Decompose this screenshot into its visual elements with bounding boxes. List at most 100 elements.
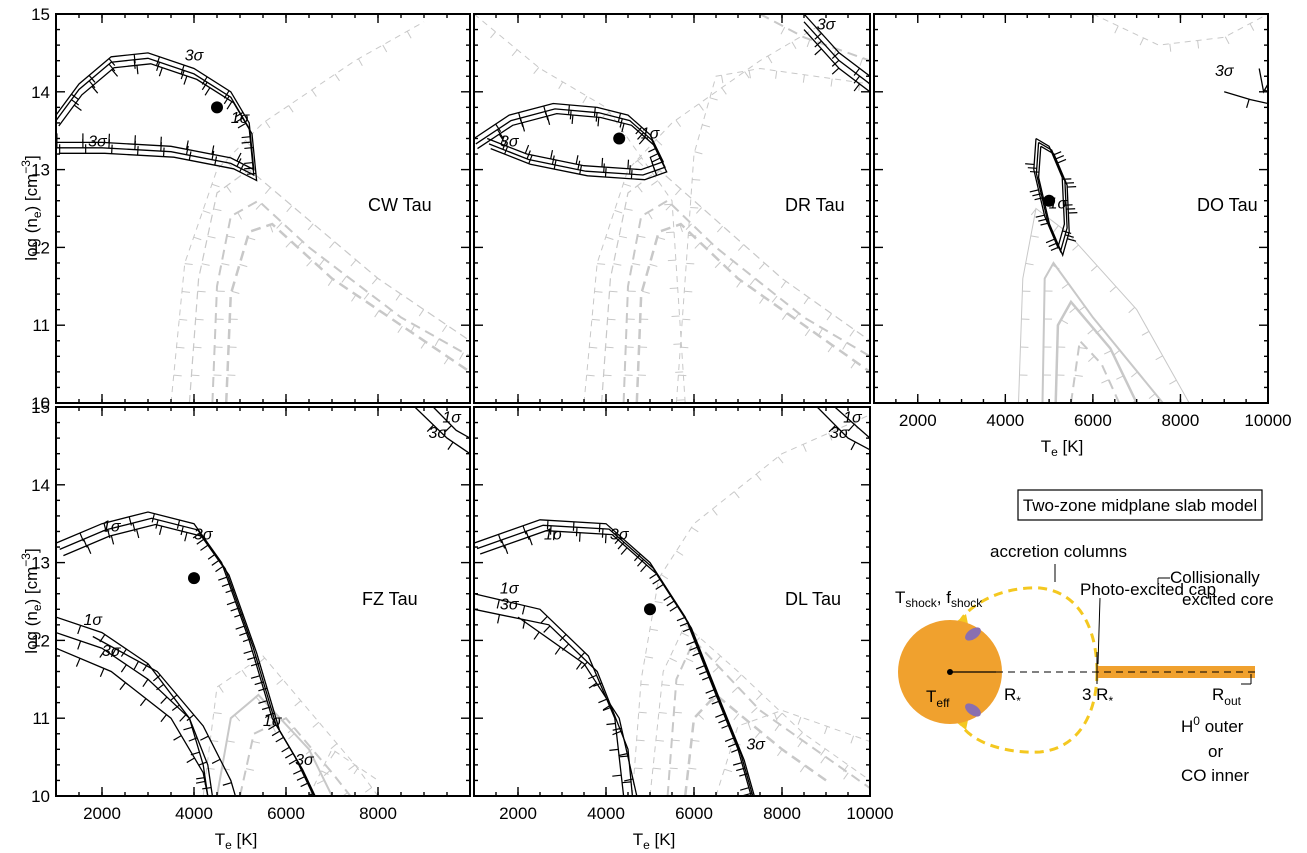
contour-hatch [241,141,251,144]
contour-hatch [1148,393,1156,400]
contour-hatch [239,163,245,173]
x-tick-label: 8000 [1162,411,1200,430]
contour-hatch [603,374,612,377]
contour-hatch [269,224,274,233]
contour-hatch [1130,371,1138,378]
contour-hatch [1109,286,1117,293]
contour-hatch [137,146,139,156]
contour-hatch [632,262,641,266]
contour-hatch [528,536,533,546]
contour-hatch [1052,264,1060,270]
contour-hatch [374,310,380,318]
contour-hatch [733,491,740,499]
contour-hatch [686,640,696,646]
grey-contour [216,693,333,796]
contour-hatch [111,144,113,154]
contour-hatch [119,682,126,691]
contour-hatch [162,147,165,157]
contour-hatch [77,625,82,635]
contour-hatch [843,772,849,780]
contour-hatch [676,399,686,401]
contour-hatch [176,346,185,349]
contour-hatch [77,640,82,650]
contour-hatch [1197,40,1200,49]
contour-hatch [218,576,227,581]
contour-hatch [234,613,244,618]
contour-hatch [1169,43,1172,52]
contour-hatch [598,698,607,704]
contour-hatch [618,753,628,757]
contour-hatch [198,761,207,766]
contour-hatch [651,157,661,163]
contour-hatch [695,665,705,670]
contour-hatch [749,278,756,286]
contour-hatch [498,133,505,143]
contour-hatch [281,746,290,753]
contour-hatch [99,649,106,658]
contour-hatch [91,85,99,94]
best-fit-point [1043,194,1056,207]
contour-hatch [637,132,644,140]
contour-hatch [638,136,646,145]
contour-hatch [237,122,247,129]
contour-hatch [1057,158,1067,164]
contour-hatch [831,67,840,75]
contour-hatch [669,657,677,662]
contour-hatch [1050,246,1060,252]
contour-hatch [702,676,711,681]
grey-contour [675,67,870,403]
contour-hatch [294,700,302,707]
contour-hatch [169,694,178,702]
grey-contour [1018,207,1190,403]
contour-hatch [200,544,209,551]
contour-hatch [684,290,693,293]
contour-hatch [577,160,581,170]
collisionally-label-2: excited core [1182,590,1274,609]
contour-hatch [814,32,822,40]
contour-hatch [296,775,306,781]
y-tick-label: 11 [32,709,50,728]
sigma-contour [63,523,316,796]
contour-hatch [288,759,298,765]
contour-hatch [1048,242,1058,248]
contour-hatch [597,117,600,127]
contour-hatch [186,757,195,764]
sigma-contour [803,14,870,77]
contour-hatch [828,425,836,433]
contour-hatch [773,712,778,721]
contour-hatch [211,183,220,188]
sigma-label: 1σ [641,125,661,142]
contour-hatch [621,123,625,133]
svg-text:log (ne) [cm−3]: log (ne) [cm−3] [19,155,44,260]
contour-hatch [395,293,401,301]
grey-contour [666,638,870,796]
contour-hatch [714,261,721,269]
contour-hatch [1045,238,1055,244]
x-axis-label-dl: Te [K] [633,830,676,852]
sigma-label: 1σ [263,713,283,730]
sigma-label: 3σ [830,425,850,442]
sigma-contour [517,616,638,796]
contour-hatch [759,296,765,304]
contour-hatch [258,687,268,692]
contour-hatch [711,700,721,705]
contour-hatch [286,205,293,213]
contour-hatch [675,119,682,127]
best-fit-point [613,132,626,145]
contour-hatch [244,167,254,170]
contour-hatch [334,73,340,82]
contour-hatch [675,371,684,373]
contour-hatch [382,44,388,53]
grey-contour [1041,261,1164,403]
sigma-contour [58,63,258,182]
contour-hatch [853,75,861,84]
contour-hatch [802,444,807,452]
contour-hatch [746,799,755,801]
contour-hatch [225,589,235,594]
contour-hatch [705,689,715,694]
contour-hatch [459,352,464,360]
contour-hatch [142,663,149,672]
contour-hatch [350,259,357,267]
